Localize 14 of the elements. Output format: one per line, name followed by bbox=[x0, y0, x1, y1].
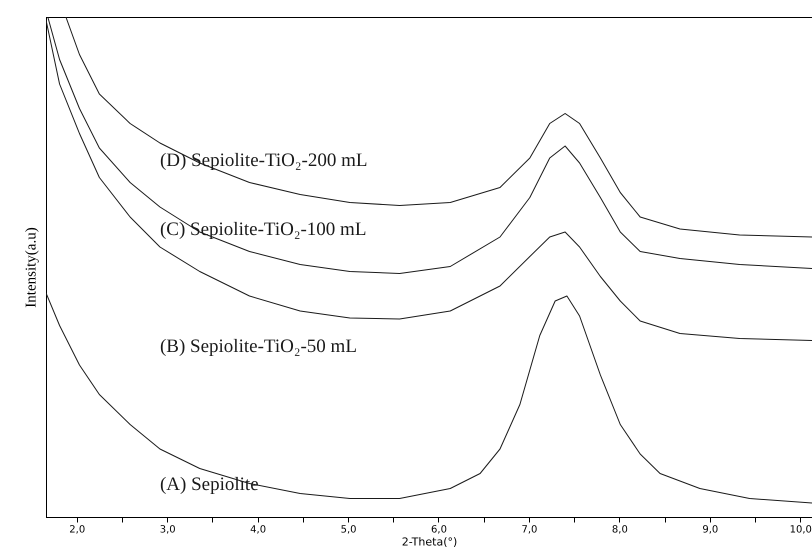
x-tick-label: 4,0 bbox=[250, 524, 266, 536]
series-label: (A) Sepiolite bbox=[160, 474, 259, 495]
x-tick-label: 6,0 bbox=[431, 524, 447, 536]
x-tick-label: 2,0 bbox=[69, 524, 86, 536]
x-tick-label: 8,0 bbox=[612, 524, 628, 536]
x-axis-title: 2-Theta(°) bbox=[402, 536, 458, 548]
x-tick-label: 7,0 bbox=[521, 524, 538, 536]
x-tick-label: 5,0 bbox=[340, 524, 357, 536]
y-axis-title: Intensity(a.u) bbox=[24, 227, 40, 308]
x-tick-label: 10,0 bbox=[790, 524, 812, 536]
x-tick-label: 3,0 bbox=[160, 524, 176, 536]
series-label: (D) Sepiolite-TiO₂-200 mL bbox=[160, 150, 368, 171]
series-label: (B) Sepiolite-TiO₂-50 mL bbox=[160, 336, 357, 357]
x-tick-label: 9,0 bbox=[702, 524, 718, 536]
